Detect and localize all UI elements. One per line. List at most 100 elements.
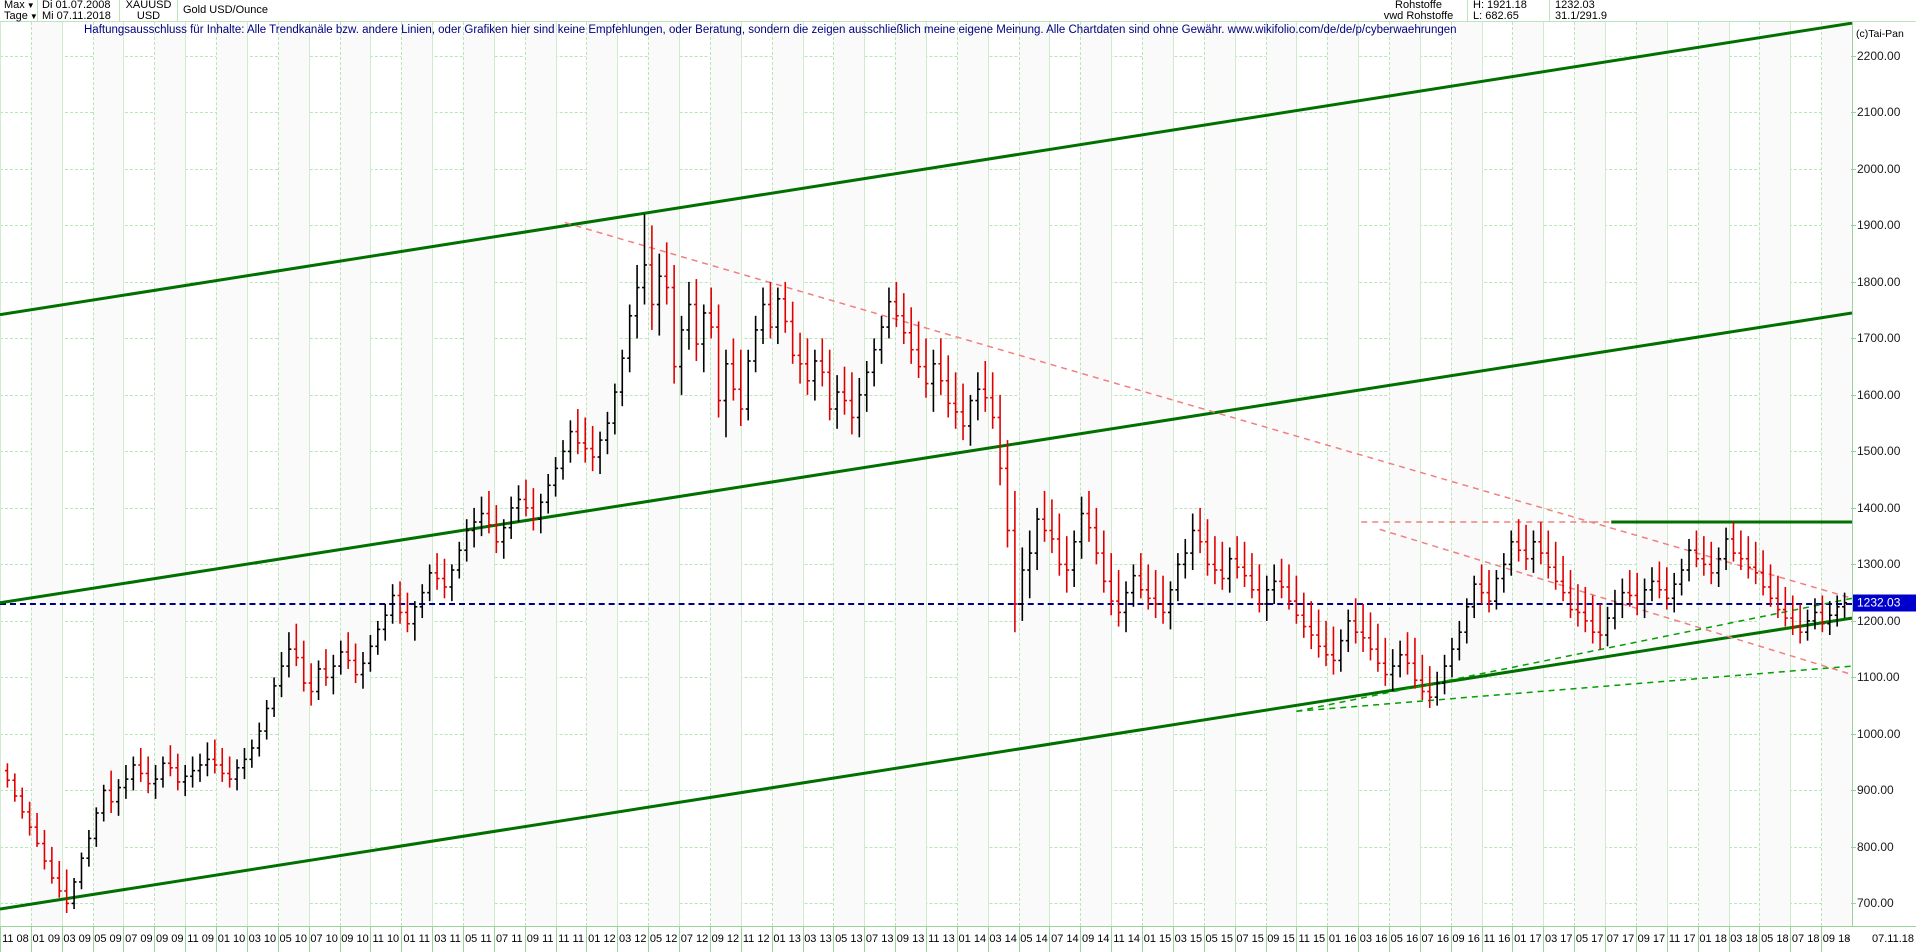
date-tick-label: 01 09	[32, 933, 61, 945]
tick-mark	[1851, 112, 1856, 114]
date-axis-separator	[246, 927, 248, 952]
tick-mark	[1851, 451, 1856, 453]
price-change: 31.1/291.9	[1555, 9, 1607, 22]
period-dropdown[interactable]: Max ▼	[4, 0, 35, 11]
date-tick-label: 07 18	[1791, 933, 1820, 945]
grid-band	[648, 22, 680, 926]
trendline-rising-support-green	[1296, 597, 1852, 713]
source-secondary: vwd Rohstoffe	[1383, 9, 1454, 22]
symbol-block[interactable]: XAUUSD USD	[120, 0, 178, 21]
tick-mark	[1851, 168, 1856, 170]
plot-canvas	[0, 22, 1852, 926]
date-axis-separator	[1296, 927, 1298, 952]
grid-band	[1574, 22, 1606, 926]
date-tick-label: 05 16	[1390, 933, 1419, 945]
date-axis-separator	[463, 927, 464, 952]
date-tick-label: 05 12	[649, 933, 678, 945]
copyright-label: (c)Tai-Pan	[1856, 28, 1904, 40]
price-axis[interactable]: (c)Tai-Pan 2200.00 2100.00 2000.00 1900.00 1…	[1851, 22, 1916, 926]
date-axis-separator	[926, 927, 927, 952]
date-axis-separator	[1635, 927, 1637, 952]
grid-band	[463, 22, 494, 926]
date-range[interactable]: Di 01.07.2008 Mi 07.11.2018	[38, 0, 120, 21]
date-tick-label: 01 11	[403, 933, 431, 945]
ohlc-bars	[4, 214, 1848, 914]
price-tick-label: 1100.00	[1851, 670, 1900, 684]
date-axis-separator	[956, 927, 958, 952]
date-tick-label: 01 14	[958, 933, 987, 945]
date-axis-separator	[709, 927, 711, 952]
date-tick-label: 09 16	[1452, 933, 1480, 945]
period-selectors[interactable]: Max ▼ Tage ▼	[0, 0, 38, 21]
date-tick-label: 11 17	[1668, 933, 1696, 945]
price-tick-label: 1900.00	[1851, 218, 1900, 232]
source-primary: Rohstoffe	[1395, 0, 1442, 11]
date-tick-label: 09 10	[341, 933, 369, 945]
date-tick-label: 09 12	[711, 933, 740, 945]
grid-band	[709, 22, 741, 926]
date-tick-label: 03 10	[248, 933, 277, 945]
grid-band	[1389, 22, 1420, 926]
trendline-upper-channel	[0, 22, 1852, 317]
price-tick-label: 2000.00	[1851, 162, 1900, 176]
tick-mark	[1851, 394, 1856, 396]
date-tick-label: 05 10	[279, 933, 307, 945]
date-axis-separator	[185, 927, 187, 952]
date-axis-separator	[555, 927, 557, 952]
date-tick-label: 01 16	[1328, 933, 1357, 945]
tick-mark	[1851, 225, 1856, 227]
date-axis-separator	[277, 927, 279, 952]
date-tick-label: 03 09	[63, 933, 91, 945]
high-low-block: H: 1921.18 L: 682.65	[1468, 0, 1550, 21]
date-axis-separator	[1512, 927, 1514, 952]
date-axis-separator	[493, 927, 495, 952]
date-axis[interactable]: - 07.11.18 11 08 01 09 03 09 05 09 07 09 09 0…	[0, 926, 1916, 952]
date-axis-last: 07.11.18	[1871, 933, 1914, 945]
date-axis-separator	[1790, 927, 1792, 952]
last-price: 1232.03	[1555, 0, 1595, 11]
date-tick-label: 05 17	[1575, 933, 1604, 945]
date-axis-separator	[123, 927, 125, 952]
date-axis-separator	[1327, 927, 1329, 952]
date-axis-separator	[1605, 927, 1607, 952]
date-tick-label: 05 18	[1761, 933, 1789, 945]
date-axis-separator	[586, 927, 588, 952]
trendline-rising-support-green-2	[1296, 665, 1852, 713]
date-tick-label: 09 13	[896, 933, 925, 945]
date-axis-separator	[1018, 927, 1020, 952]
date-tick-label: 01 18	[1699, 933, 1727, 945]
chevron-down-icon: ▼	[26, 0, 35, 10]
date-axis-separator	[1389, 927, 1390, 952]
date-axis-separator	[1080, 927, 1082, 952]
tick-mark	[1851, 790, 1856, 792]
date-tick-label: 07 17	[1606, 933, 1635, 945]
date-axis-separator	[895, 927, 897, 952]
date-tick-label: 03 18	[1730, 933, 1758, 945]
trendline-descending-resistance	[564, 221, 1852, 600]
chart-header-bar: Max ▼ Tage ▼ Di 01.07.2008 Mi 07.11.2018 X…	[0, 0, 1916, 22]
date-tick-label: 07 10	[310, 933, 338, 945]
date-axis-dash: -	[1846, 933, 1850, 945]
date-tick-label: 07 16	[1421, 933, 1450, 945]
date-tick-label: 01 12	[588, 933, 616, 945]
date-tick-label: 07 15	[1236, 933, 1264, 945]
date-axis-separator	[1821, 927, 1823, 952]
date-tick-label: 09 14	[1082, 933, 1110, 945]
date-axis-separator	[1172, 927, 1174, 952]
tick-mark	[1851, 620, 1856, 622]
date-tick-label: 11 09	[187, 933, 214, 945]
chart-plot-area[interactable]: Haftungsausschluss für Inhalte: Alle Tre…	[0, 22, 1852, 926]
date-axis-separator	[833, 927, 835, 952]
price-tick-label: 1600.00	[1851, 388, 1900, 402]
interval-dropdown[interactable]: Tage ▼	[4, 9, 38, 22]
last-price-block: 1232.03 31.1/291.9	[1550, 0, 1634, 21]
tick-mark	[1851, 903, 1856, 905]
date-axis-separator	[1265, 927, 1267, 952]
date-tick-label: 03 15	[1174, 933, 1203, 945]
grid-band	[277, 22, 309, 926]
date-tick-label: 09 18	[1822, 933, 1851, 945]
date-axis-separator	[1697, 927, 1699, 952]
price-tick-label: 1800.00	[1851, 275, 1900, 289]
grid-band	[1265, 22, 1297, 926]
